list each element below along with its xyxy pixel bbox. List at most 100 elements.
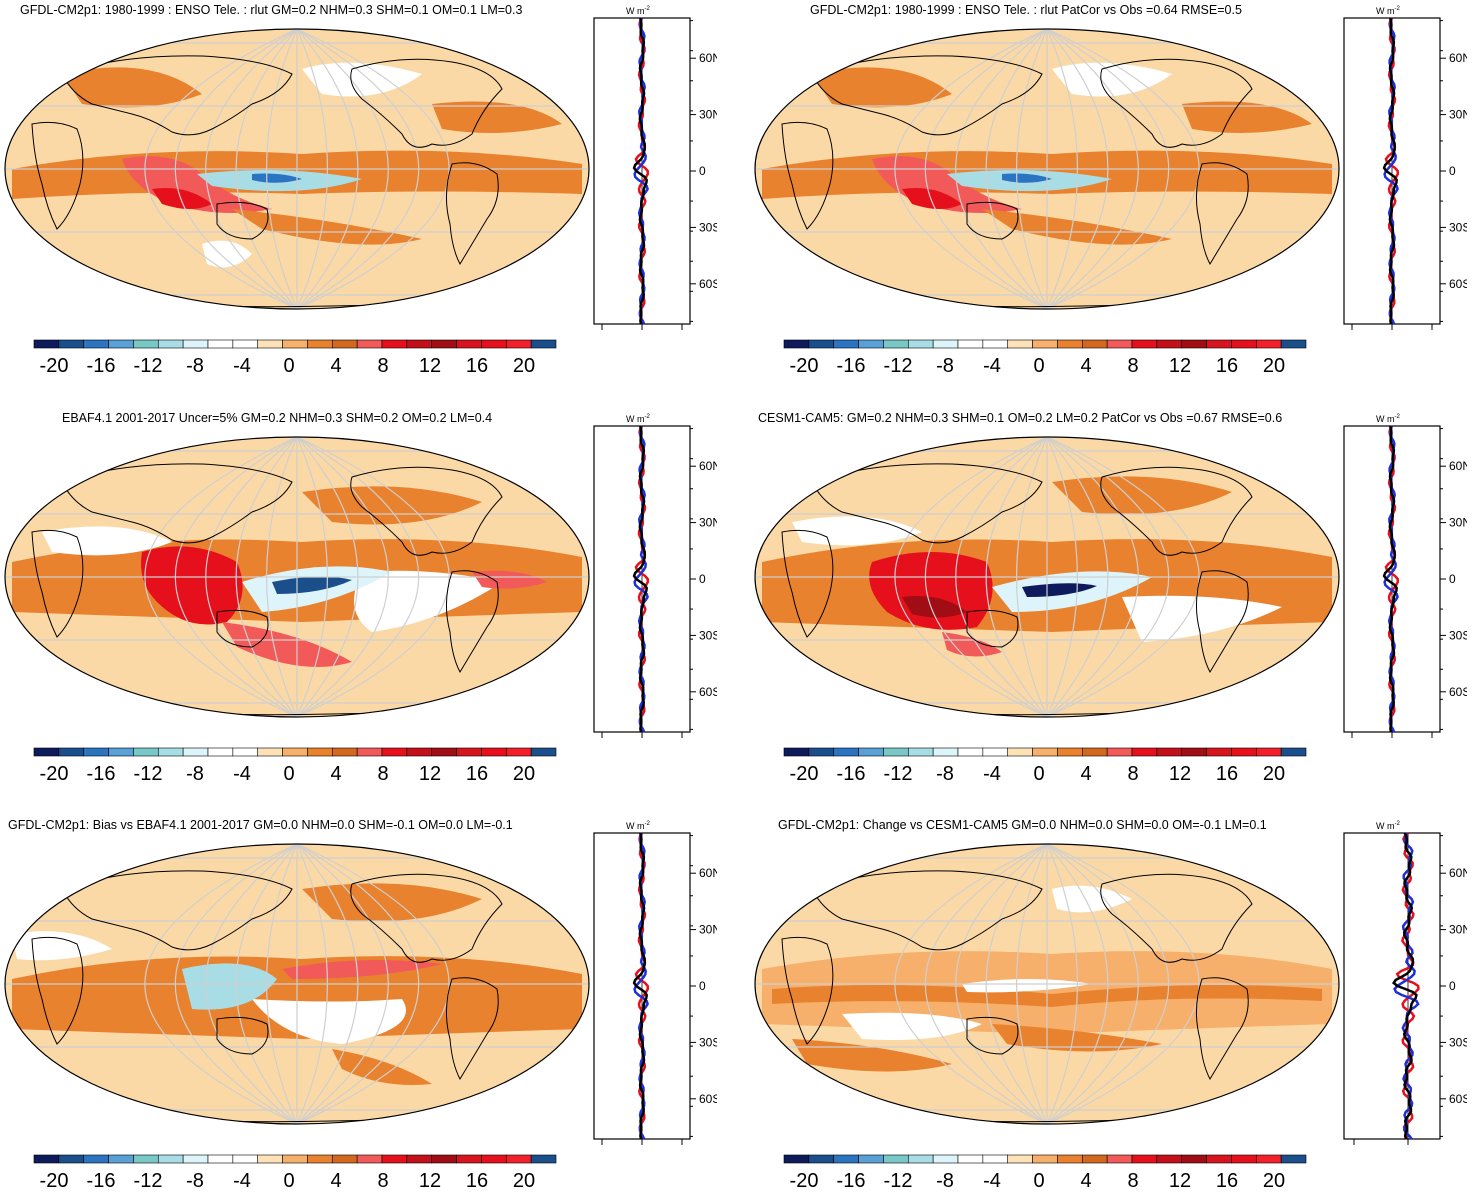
colorbar-swatch [1231, 1154, 1257, 1164]
colorbar-swatch [957, 1154, 984, 1164]
colorbar-swatch [1032, 1154, 1058, 1164]
colorbar-swatch [1255, 1154, 1282, 1164]
colorbar-swatch [1206, 339, 1232, 349]
profile-unit: W m-2 [626, 821, 650, 831]
colorbar-label: -16 [87, 1170, 116, 1192]
y-tick-label: 30S [699, 628, 717, 642]
graticule-line [296, 437, 389, 717]
colorbar-swatch [381, 339, 408, 349]
anomaly-region [232, 209, 422, 245]
colorbar-label: -4 [233, 763, 251, 785]
colorbar-swatch [431, 1154, 457, 1164]
colorbar-swatch [182, 747, 209, 757]
colorbar-label: -4 [233, 355, 251, 377]
y-tick-label: 0 [1449, 572, 1456, 586]
colorbar-swatch [133, 747, 159, 757]
colorbar-swatch [1156, 1154, 1183, 1164]
anomaly-region [472, 570, 547, 589]
colorbar-label: 12 [1169, 1170, 1191, 1192]
coastline [350, 58, 503, 148]
colorbar-swatch [207, 339, 234, 349]
colorbar-swatch [182, 1154, 209, 1164]
anomaly-region [1182, 101, 1312, 133]
figure-panel-1: GFDL-CM2p1: 1980-1999 : ENSO Tele. : rlu… [0, 0, 735, 377]
anomaly-region [982, 209, 1172, 245]
y-tick-label: 60S [699, 277, 717, 291]
colorbar-label: -12 [134, 355, 163, 377]
colorbar-swatch [1206, 1154, 1232, 1164]
colorbar-swatch [58, 1154, 85, 1164]
colorbar-swatch [1156, 339, 1183, 349]
colorbar-label: -20 [40, 763, 69, 785]
colorbar-label: 0 [1033, 1170, 1044, 1192]
colorbar-swatch [982, 1154, 1009, 1164]
anomaly-region [302, 883, 482, 922]
graticule-line [1046, 29, 1109, 309]
colorbar-label: -20 [40, 355, 69, 377]
colorbar-swatch [1057, 747, 1083, 757]
colorbar-swatch [33, 747, 60, 757]
colorbar-swatch [858, 747, 884, 757]
colorbar-label: -12 [884, 1170, 913, 1192]
colorbar-swatch [1280, 1154, 1307, 1164]
coastline [31, 529, 84, 638]
colorbar: -20 -16 -12 -8 -4 0 4 8 12 16 20 [33, 747, 557, 785]
anomaly-region [1002, 173, 1052, 183]
colorbar-swatch [456, 747, 482, 757]
y-tick-label: 60N [1449, 51, 1467, 65]
colorbar-swatch [530, 747, 557, 757]
y-tick-label: 0 [699, 572, 706, 586]
y-tick-label: 60N [699, 866, 717, 880]
y-tick-label: 30N [699, 516, 717, 530]
coastline [1196, 977, 1249, 1081]
colorbar-label: -8 [936, 1170, 954, 1192]
graticule-line [296, 29, 329, 309]
graticule-line [205, 29, 298, 309]
colorbar-swatch [1007, 1154, 1033, 1164]
y-tick-label: 30N [699, 923, 717, 937]
colorbar-label: -20 [40, 1170, 69, 1192]
graticule-line [955, 437, 1048, 717]
colorbar-swatch [1280, 339, 1307, 349]
colorbar-label: 0 [283, 763, 294, 785]
colorbar-swatch [932, 1154, 959, 1164]
coastline [966, 201, 1019, 240]
anomaly-region [1022, 583, 1097, 597]
colorbar-swatch [108, 1154, 134, 1164]
y-tick-label: 30S [1449, 628, 1467, 642]
colorbar-swatch [833, 1154, 859, 1164]
y-tick-label: 30N [1449, 108, 1467, 122]
anomaly-region [792, 516, 922, 546]
coastline [350, 873, 503, 963]
colorbar-swatch [133, 339, 159, 349]
colorbar-swatch [1106, 747, 1133, 757]
graticule-line [1046, 844, 1079, 1124]
coastline [1196, 570, 1249, 674]
coastline [781, 936, 834, 1045]
graticule-line [174, 29, 298, 309]
anomaly-region [62, 67, 202, 108]
graticule-line [296, 29, 389, 309]
colorbar-swatch [257, 339, 283, 349]
coastline [31, 121, 84, 230]
map-border [754, 436, 1340, 718]
colorbar-label: 0 [283, 1170, 294, 1192]
anomaly-region [942, 632, 1002, 657]
anomaly-region [272, 576, 352, 594]
graticule-line [1046, 29, 1200, 309]
figure-panel-6: GFDL-CM2p1: Change vs CESM1-CAM5 GM=0.0 … [750, 815, 1483, 1192]
anomaly-region [282, 960, 442, 979]
colorbar-label: -20 [790, 1170, 819, 1192]
y-tick-label: 0 [699, 164, 706, 178]
colorbar-swatch [1181, 339, 1207, 349]
colorbar-swatch [157, 1154, 184, 1164]
graticule-line [265, 437, 298, 717]
colorbar-swatch [406, 339, 433, 349]
colorbar-swatch [982, 747, 1009, 757]
coastline [1100, 58, 1253, 148]
y-tick-label: 60S [699, 1092, 717, 1106]
colorbar-label: -20 [790, 355, 819, 377]
